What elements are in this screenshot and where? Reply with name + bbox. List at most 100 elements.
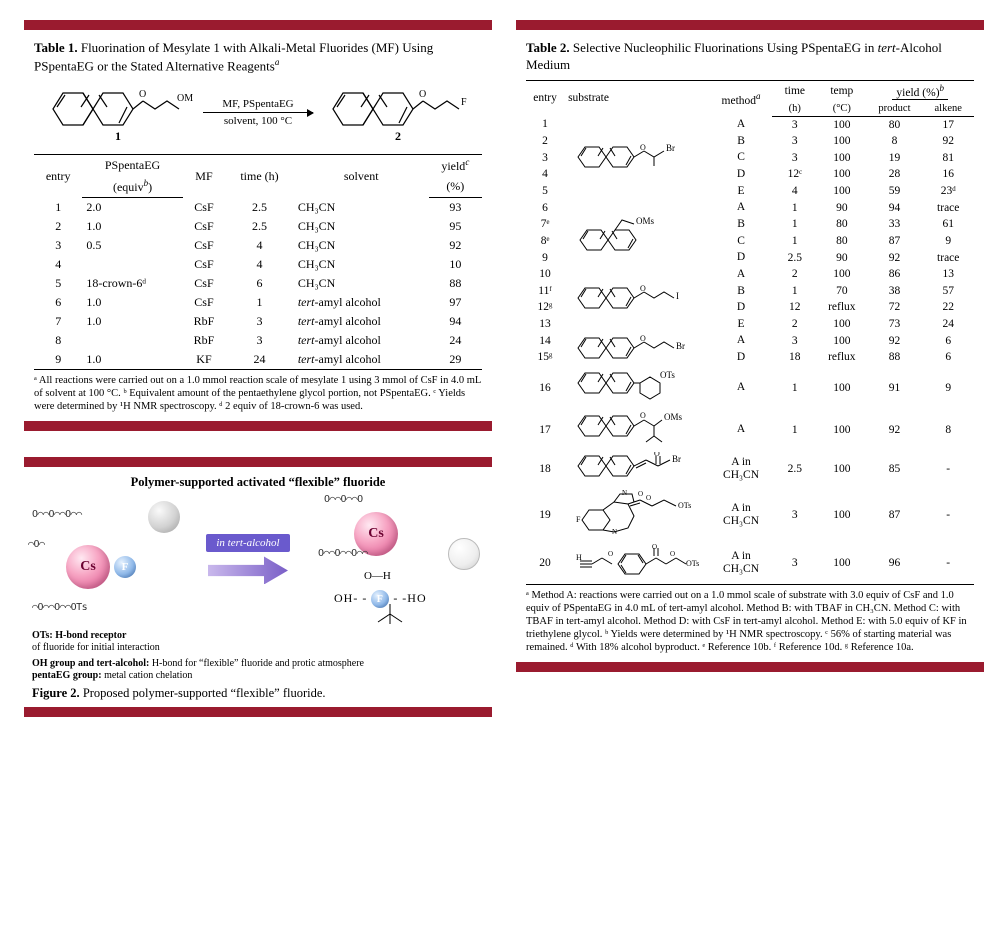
t2h-time: time [772, 80, 817, 100]
svg-text:N: N [612, 528, 617, 536]
t2h-temp-u: (°C) [817, 101, 866, 117]
substrate-structure-icon: O Br [564, 116, 710, 199]
svg-text:O: O [638, 490, 643, 498]
substrate-structure-icon: OTs [564, 366, 710, 410]
t2h-time-u: (h) [772, 101, 817, 117]
fig2-pill: in tert-alcohol [206, 534, 289, 552]
fig2-center: in tert-alcohol [206, 534, 289, 584]
svg-text:F: F [461, 97, 467, 108]
scheme-top: MF, PSpentaEG [222, 98, 293, 110]
table-row: 8RbF3tert-amyl alcohol24 [34, 331, 482, 350]
svg-text:O: O [640, 412, 646, 420]
t1h-yield-bot: (%) [429, 176, 482, 198]
peg-chain-icon: O⌒⌒O⌒⌒O⌒⌒ [32, 509, 82, 520]
naphthalene-oms-icon: O OMs [43, 81, 193, 127]
t2h-product: product [866, 101, 922, 117]
scheme-prod: O F 2 [323, 81, 473, 144]
svg-text:OTs: OTs [686, 559, 699, 568]
svg-text:O: O [419, 89, 426, 100]
fig2-row: O⌒⌒O⌒⌒O⌒⌒ ⌒O⌒ Cs F ⌒O⌒⌒O⌒⌒OTs in tert-al… [32, 494, 484, 624]
table1-data: entry PSpentaEG MF time (h) solvent yiel… [34, 154, 482, 370]
table-row: 20HOOOOTsA inCH₃CN310096- [526, 542, 974, 585]
substrate-structure-icon: H O O O OTs [564, 542, 710, 585]
svg-text:OTs: OTs [660, 370, 675, 380]
tbu-icon [370, 602, 410, 626]
table-row: 18OBrA inCH₃CN2.510085- [526, 450, 974, 488]
table1-title-sup: a [275, 57, 280, 67]
svg-text:O: O [652, 544, 657, 551]
svg-text:O: O [640, 144, 646, 152]
svg-text:H: H [576, 553, 582, 562]
substrate-structure-icon: O OMs [564, 410, 710, 450]
svg-text:N: N [622, 490, 627, 497]
svg-text:O: O [640, 335, 646, 343]
table-row: 1OBrA31008017 [526, 116, 974, 133]
t1h-entry: entry [34, 155, 82, 198]
fig2-annotations: OTs: H-bond receptor of fluoride for ini… [32, 630, 484, 654]
table-row: 10OIA21008613 [526, 266, 974, 283]
svg-text:F: F [576, 515, 581, 524]
table-row: 14OBrA3100926 [526, 332, 974, 349]
t1h-pseg-top: PSpentaEG [82, 155, 182, 177]
f-ball-icon: F [114, 556, 136, 578]
table2-title: Table 2. Selective Nucleophilic Fluorina… [526, 40, 974, 74]
table1-scheme: O OMs 1 MF, PSpentaEG solvent, 100 °C [34, 81, 482, 144]
scheme-arrow: MF, PSpentaEG solvent, 100 °C [203, 98, 313, 127]
t2h-substrate: substrate [564, 80, 710, 116]
table1-panel: Table 1. Fluorination of Mesylate 1 with… [24, 20, 492, 431]
polymer-bead-icon [148, 501, 180, 533]
t2h-temp: temp [817, 80, 866, 100]
t1h-yield-top: yieldc [429, 155, 482, 177]
polymer-bead2-icon [448, 538, 480, 570]
svg-text:O: O [608, 550, 613, 558]
svg-text:Br: Br [676, 341, 685, 351]
cs-ball-icon: Cs [66, 545, 110, 589]
t2h-yieldspan: yield (%)b [866, 80, 974, 100]
substrate-structure-icon: OMs [564, 199, 710, 266]
arrow-line-icon [203, 112, 313, 113]
table-row: 91.0KF24tert-amyl alcohol29 [34, 350, 482, 370]
table-row: 6OMsA19094trace [526, 199, 974, 216]
table-row: 61.0CsF1tert-amyl alcohol97 [34, 293, 482, 312]
substrate-structure-icon: OBr [564, 450, 710, 488]
page-root: Table 1. Fluorination of Mesylate 1 with… [0, 0, 1008, 773]
table1-title-prefix: Table 1. [34, 40, 78, 55]
svg-text:Br: Br [666, 144, 675, 153]
table2-panel: Table 2. Selective Nucleophilic Fluorina… [516, 20, 984, 672]
fig2-right-complex: O⌒⌒O⌒⌒O Cs O⌒⌒O⌒⌒O⌒⌒ O—H OH- - F - -HO [314, 494, 484, 624]
table-row: 4CsF4CH₃CN10 [34, 255, 482, 274]
svg-text:O: O [139, 89, 146, 100]
table-row: 12.0CsF2.5CH₃CN93 [34, 198, 482, 218]
table1-title: Table 1. Fluorination of Mesylate 1 with… [34, 40, 482, 75]
t1h-pseg-bot: (equivb) [82, 176, 182, 198]
svg-text:Br: Br [672, 454, 681, 464]
table-row: 21.0CsF2.5CH₃CN95 [34, 217, 482, 236]
fig2-left-complex: O⌒⌒O⌒⌒O⌒⌒ ⌒O⌒ Cs F ⌒O⌒⌒O⌒⌒OTs [32, 499, 182, 619]
scheme-bottom: solvent, 100 °C [224, 115, 292, 127]
t2h-alkene: alkene [922, 101, 974, 117]
t1h-mf: MF [183, 155, 226, 198]
svg-text:O: O [670, 550, 675, 558]
fig2-ann-oh: OH group and tert-alcohol: H-bond for “f… [32, 658, 484, 682]
table1-title-body: Fluorination of Mesylate 1 with Alkali-M… [34, 40, 433, 73]
big-arrow-icon [208, 556, 288, 584]
table1-footnotes: ᵃ All reactions were carried out on a 1.… [34, 374, 482, 413]
scheme-sm: O OMs 1 [43, 81, 193, 144]
substrate-structure-icon: OI [564, 266, 710, 333]
table-row: 19FNNOOOTsA inCH₃CN310087- [526, 488, 974, 542]
svg-text:OMs: OMs [664, 412, 683, 422]
svg-text:O: O [640, 285, 646, 293]
table2-footnotes: ᵃ Method A: reactions were carried out o… [526, 589, 974, 655]
table-row: 71.0RbF3tert-amyl alcohol94 [34, 312, 482, 331]
table2-data: entry substrate methoda time temp yield … [526, 80, 974, 585]
svg-text:O: O [646, 494, 651, 502]
svg-text:OMs: OMs [177, 93, 193, 104]
left-column: Table 1. Fluorination of Mesylate 1 with… [24, 20, 492, 743]
table-row: 518-crown-6ᵈCsF6CH₃CN88 [34, 274, 482, 293]
substrate-structure-icon: F N N OO OTs [564, 488, 710, 542]
svg-text:OTs: OTs [678, 501, 691, 510]
scheme-prod-label: 2 [395, 129, 401, 144]
right-column: Table 2. Selective Nucleophilic Fluorina… [516, 20, 984, 743]
t2h-entry: entry [526, 80, 564, 116]
t1h-time: time (h) [225, 155, 294, 198]
